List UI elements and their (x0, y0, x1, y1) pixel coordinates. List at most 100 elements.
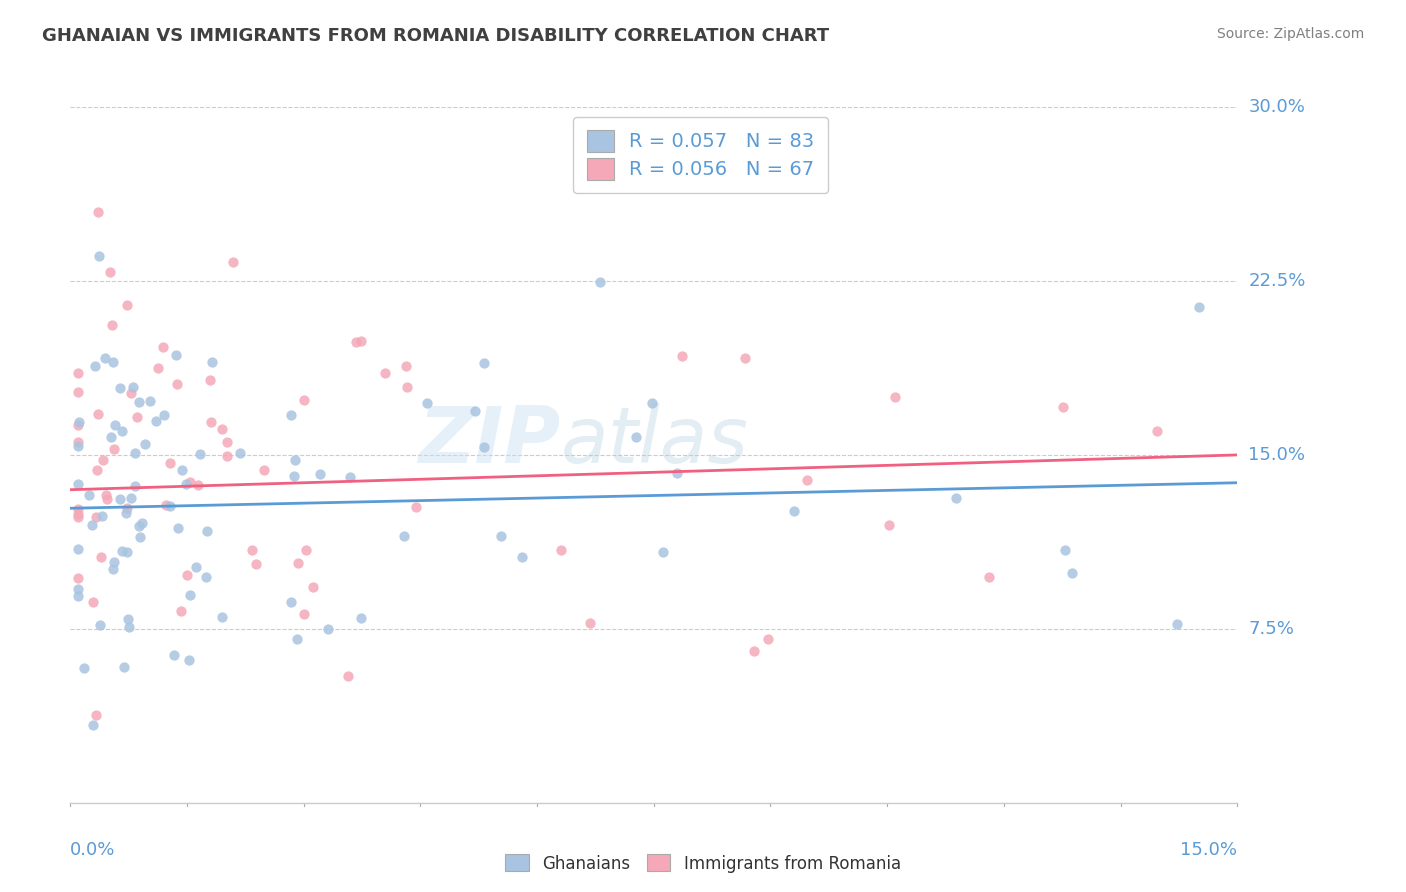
Text: Source: ZipAtlas.com: Source: ZipAtlas.com (1216, 27, 1364, 41)
Point (145, 413, 167, 427)
Point (510, 550, 533, 565)
Point (1188, 300, 1211, 314)
Point (138, 393, 160, 408)
Point (186, 560, 208, 574)
Point (155, 498, 177, 512)
Text: 15.0%: 15.0% (1249, 446, 1305, 464)
Point (170, 463, 193, 477)
Point (1166, 617, 1188, 632)
Point (195, 524, 218, 538)
Text: 0.0%: 0.0% (70, 841, 115, 859)
Point (287, 556, 309, 570)
Point (146, 361, 169, 376)
Point (1052, 400, 1074, 414)
Point (1062, 566, 1084, 581)
Point (318, 622, 340, 636)
Point (292, 392, 315, 407)
Point (339, 470, 361, 484)
Point (177, 653, 200, 667)
Point (67, 510, 90, 524)
Point (589, 275, 612, 289)
Point (110, 492, 132, 507)
Point (166, 377, 188, 392)
Point (201, 355, 224, 369)
Text: GHANAIAN VS IMMIGRANTS FROM ROMANIA DISABILITY CORRELATION CHART: GHANAIAN VS IMMIGRANTS FROM ROMANIA DISA… (42, 27, 830, 45)
Point (344, 334, 367, 349)
Point (159, 456, 181, 470)
Text: 15.0%: 15.0% (1180, 841, 1237, 859)
Point (229, 446, 252, 460)
Point (134, 437, 156, 451)
Point (82, 718, 104, 732)
Point (125, 410, 148, 425)
Point (118, 620, 141, 634)
Point (117, 612, 139, 626)
Point (734, 351, 756, 366)
Point (72, 661, 94, 675)
Point (108, 381, 131, 395)
Point (93, 452, 115, 467)
Point (472, 441, 495, 455)
Point (98, 265, 121, 279)
Point (405, 500, 427, 514)
Point (120, 385, 142, 400)
Point (796, 473, 818, 487)
Point (578, 616, 600, 631)
Point (474, 356, 496, 370)
Text: 7.5%: 7.5% (1249, 620, 1295, 638)
Point (217, 435, 239, 450)
Point (112, 660, 135, 674)
Point (221, 255, 243, 269)
Point (152, 341, 174, 355)
Point (80, 518, 103, 533)
Point (174, 476, 197, 491)
Point (1053, 543, 1076, 558)
Point (374, 366, 396, 380)
Text: 30.0%: 30.0% (1249, 98, 1305, 116)
Point (115, 545, 138, 559)
Point (979, 570, 1001, 584)
Point (782, 504, 804, 518)
Point (124, 446, 146, 460)
Point (945, 491, 967, 506)
Point (294, 607, 316, 621)
Point (104, 418, 127, 433)
Point (82, 595, 104, 609)
Point (67, 477, 90, 491)
Point (624, 430, 647, 444)
Text: ZIP: ZIP (418, 403, 561, 479)
Point (194, 570, 217, 584)
Point (283, 468, 305, 483)
Point (128, 519, 150, 533)
Point (1146, 424, 1168, 438)
Point (67, 589, 90, 603)
Point (131, 516, 153, 530)
Point (67, 541, 90, 556)
Point (67, 384, 90, 399)
Point (94, 351, 117, 366)
Point (464, 404, 486, 418)
Point (122, 380, 145, 394)
Point (240, 542, 263, 557)
Point (651, 545, 673, 559)
Point (67, 435, 90, 450)
Point (302, 580, 325, 594)
Point (100, 318, 122, 332)
Point (280, 408, 302, 422)
Point (89, 617, 111, 632)
Point (395, 379, 418, 393)
Point (77, 488, 100, 502)
Point (87, 408, 110, 422)
Point (110, 424, 132, 438)
Point (67, 366, 90, 380)
Point (671, 349, 693, 363)
Point (115, 298, 138, 312)
Point (165, 348, 187, 362)
Point (179, 588, 201, 602)
Point (187, 478, 209, 492)
Point (295, 543, 318, 558)
Point (128, 394, 150, 409)
Point (120, 491, 142, 505)
Point (100, 430, 122, 444)
Point (111, 543, 134, 558)
